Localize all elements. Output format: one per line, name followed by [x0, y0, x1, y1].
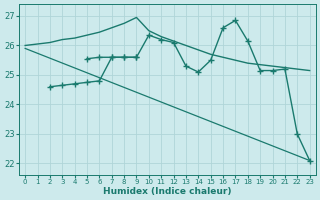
X-axis label: Humidex (Indice chaleur): Humidex (Indice chaleur)	[103, 187, 232, 196]
